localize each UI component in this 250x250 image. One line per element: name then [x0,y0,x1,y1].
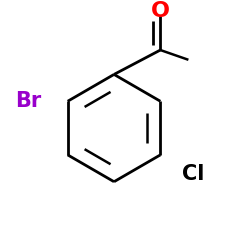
Text: O: O [151,1,170,21]
Text: Br: Br [16,91,42,111]
Text: Cl: Cl [182,164,204,184]
